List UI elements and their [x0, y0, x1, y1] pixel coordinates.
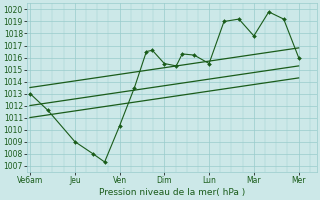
X-axis label: Pression niveau de la mer( hPa ): Pression niveau de la mer( hPa ): [99, 188, 245, 197]
